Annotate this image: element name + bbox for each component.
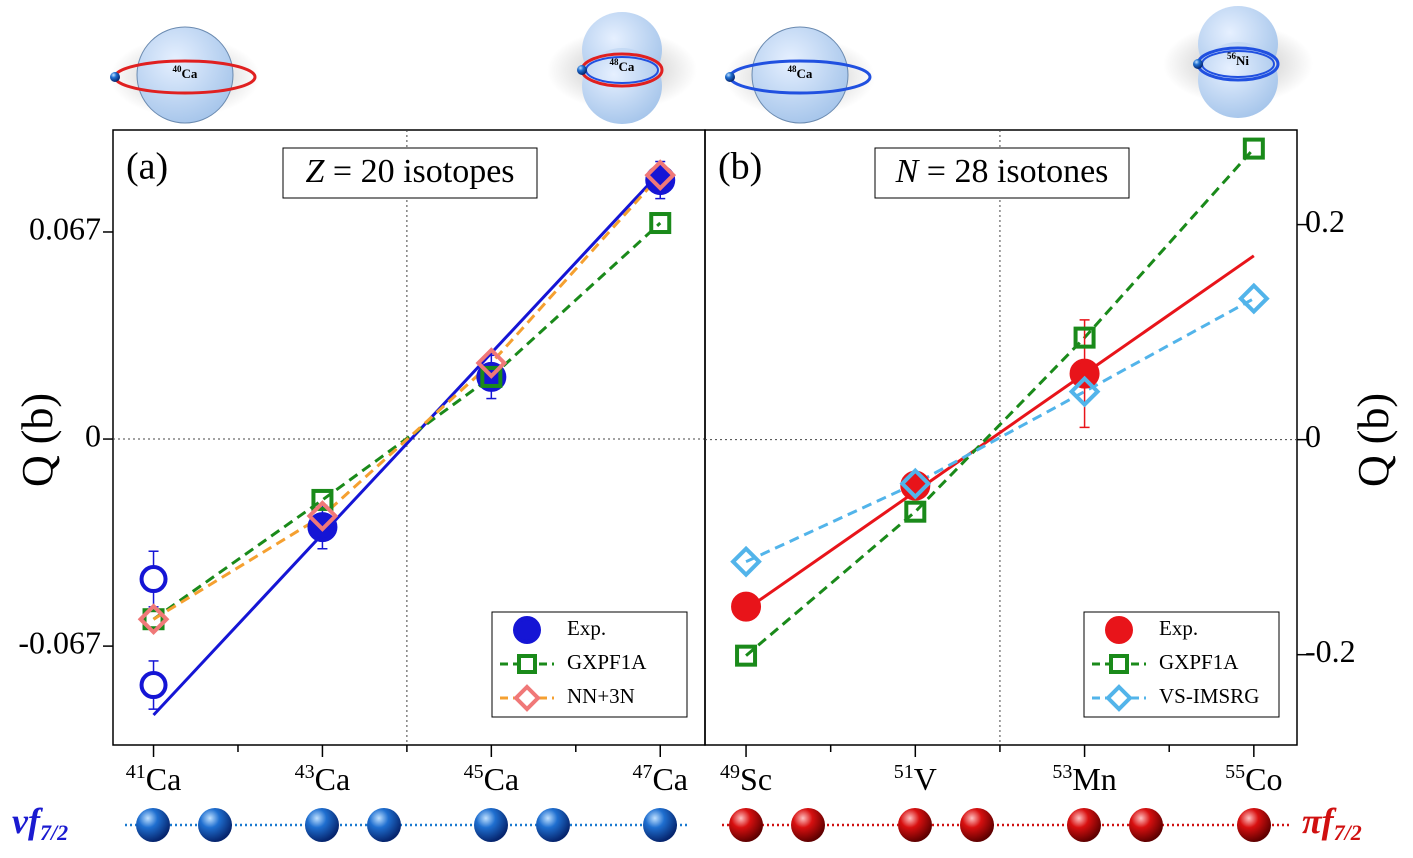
y-tick-label: 0 — [85, 417, 101, 453]
x-tick-mass: 51 — [894, 761, 914, 783]
series-line — [746, 149, 1254, 656]
orbital-subscript: 7/2 — [40, 820, 68, 845]
x-tick-symbol: Ca — [652, 761, 688, 797]
nucleon — [791, 808, 825, 842]
x-tick-mass: 53 — [1052, 761, 1072, 783]
x-tick-label: 45Ca — [464, 761, 520, 798]
element-symbol: Ca — [619, 59, 635, 74]
nucleon — [960, 808, 994, 842]
panel-label: (a) — [126, 146, 168, 188]
element-symbol: Ni — [1236, 53, 1249, 68]
orbital-symbol: πf — [1302, 801, 1337, 841]
annotation-text: = 28 isotones — [927, 153, 1109, 190]
data-point — [1241, 286, 1267, 312]
nucleon — [536, 808, 570, 842]
orbital-symbol: νf — [12, 801, 43, 841]
annotation-text: = 20 isotopes — [333, 153, 515, 190]
figure: 40Ca48Ca48Ca56Ni 41Ca43Ca45Ca47Ca-0.0670… — [0, 0, 1413, 853]
legend-label: Exp. — [567, 616, 606, 640]
annotation: N = 28 isotones — [895, 153, 1109, 190]
data-point — [142, 673, 166, 697]
x-tick-symbol: Ca — [146, 761, 182, 797]
legend-label: GXPF1A — [1159, 650, 1239, 674]
electron — [725, 72, 735, 82]
electron — [110, 72, 120, 82]
annotation-space — [324, 153, 333, 190]
x-tick-mass: 55 — [1225, 761, 1245, 783]
panel-label: (b) — [718, 146, 762, 188]
x-tick-symbol: Ca — [315, 761, 351, 797]
orbital-subscript: 7/2 — [1334, 820, 1362, 845]
annotation-symbol: Z — [305, 153, 325, 190]
x-tick-label: 49Sc — [720, 761, 772, 798]
x-tick-label: 55Co — [1225, 761, 1282, 798]
nucleon — [136, 808, 170, 842]
legend-label: Exp. — [1159, 616, 1198, 640]
x-tick-symbol: Co — [1245, 761, 1282, 797]
y-tick-label: 0.067 — [29, 210, 101, 246]
x-tick-mass: 49 — [720, 761, 740, 783]
legend-label: GXPF1A — [567, 650, 647, 674]
y-axis-title: Q (b) — [13, 393, 62, 487]
nucleon — [1067, 808, 1101, 842]
x-tick-label: 51V — [894, 761, 937, 798]
x-tick-label: 41Ca — [126, 761, 182, 798]
x-tick-label: 47Ca — [632, 761, 688, 798]
y-tick-label: 0 — [1305, 418, 1321, 454]
electron — [1193, 59, 1203, 69]
x-tick-mass: 43 — [295, 761, 315, 783]
nucleon — [1129, 808, 1163, 842]
orbitals: νf7/2πf7/2 — [12, 801, 1362, 845]
data-point — [142, 567, 166, 591]
panel: 49Sc 51V 53Mn 55Co -0.2 0 0.2 Q (b) (b) N = 28 is… — [705, 130, 1398, 797]
data-point — [733, 594, 759, 620]
x-tick-mass: 45 — [464, 761, 484, 783]
y-tick-label: -0.067 — [18, 624, 101, 660]
annotation-symbol: N — [895, 153, 921, 190]
x-tick-mass: 41 — [126, 761, 146, 783]
element-symbol: Ca — [182, 66, 198, 81]
y-axis-title: Q (b) — [1349, 393, 1398, 487]
x-tick-symbol: Ca — [484, 761, 520, 797]
nucleon — [367, 808, 401, 842]
legend-label: VS-IMSRG — [1159, 684, 1259, 708]
orbital-label: νf7/2 — [12, 801, 68, 845]
y-tick-label: 0.2 — [1305, 203, 1345, 239]
annotation-space — [918, 153, 927, 190]
x-tick-label: 53Mn — [1052, 761, 1116, 798]
nucleon — [643, 808, 677, 842]
nucleon — [305, 808, 339, 842]
electron — [577, 65, 587, 75]
x-tick-label: 43Ca — [295, 761, 351, 798]
orbital-label: πf7/2 — [1302, 801, 1362, 845]
annotation: Z = 20 isotopes — [305, 153, 514, 190]
nucleon — [898, 808, 932, 842]
legend-label: NN+3N — [567, 684, 635, 708]
x-tick-symbol: Mn — [1072, 761, 1116, 797]
legend-marker — [515, 618, 539, 642]
y-tick-label: -0.2 — [1305, 633, 1356, 669]
x-tick-symbol: V — [914, 761, 937, 797]
nucleon — [1237, 808, 1271, 842]
nucleon — [474, 808, 508, 842]
data-point — [1072, 361, 1098, 387]
legend-marker — [1107, 618, 1131, 642]
x-tick-mass: 47 — [632, 761, 652, 783]
x-tick-symbol: Sc — [740, 761, 772, 797]
legend-marker — [1111, 656, 1127, 672]
legend-marker — [519, 656, 535, 672]
element-symbol: Ca — [797, 66, 813, 81]
nucleon — [198, 808, 232, 842]
nuclei: 40Ca48Ca48Ca56Ni — [110, 6, 1313, 124]
nucleon — [729, 808, 763, 842]
